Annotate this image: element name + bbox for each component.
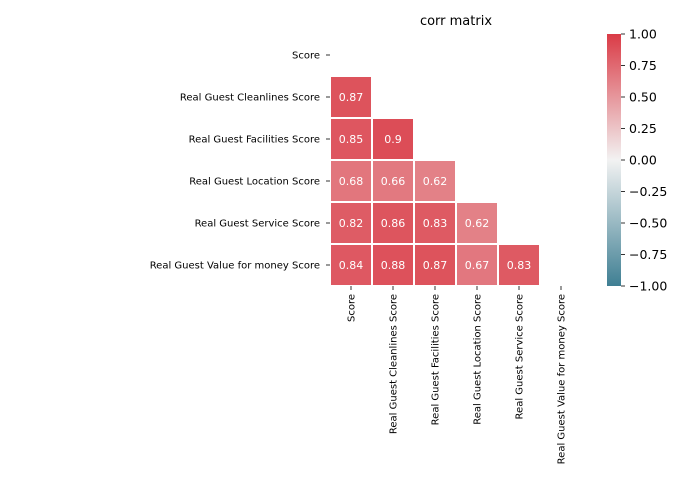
- cell-value-label: 0.67: [465, 259, 490, 272]
- x-tick-label: Real Guest Cleanlines Score: [389, 294, 400, 434]
- colorbar-tick-label: −1.00: [629, 279, 667, 294]
- x-tick-label: Score: [347, 294, 358, 322]
- heatmap-cell: [331, 161, 371, 201]
- y-tick-label: Real Guest Location Score: [189, 177, 320, 188]
- heatmap-cell: [331, 119, 371, 159]
- heatmap-cells: 0.87 0.85 0.9 0.68 0.66 0.62 0.82 0.86 0.83 0.62 0…: [331, 77, 539, 285]
- cell-value-label: 0.83: [507, 259, 532, 272]
- x-tick-label: Real Guest Facilities Score: [431, 294, 442, 425]
- chart-title: corr matrix: [420, 14, 492, 29]
- cell-value-label: 0.87: [339, 91, 364, 104]
- heatmap-cell: [373, 119, 413, 159]
- colorbar: 1.00 0.75 0.50 0.25 0.00 −0.25 −0.50 −0.75 −1.00: [607, 27, 667, 294]
- colorbar-ticks: 1.00 0.75 0.50 0.25 0.00 −0.25 −0.50 −0.75 −1.00: [621, 27, 667, 294]
- cell-value-label: 0.87: [423, 259, 448, 272]
- cell-value-label: 0.85: [339, 133, 364, 146]
- heatmap-cell: [415, 245, 455, 285]
- heatmap-cell: [331, 77, 371, 117]
- x-tick-label: Real Guest Value for money Score: [557, 294, 568, 464]
- y-tick-label: Real Guest Cleanlines Score: [180, 93, 320, 104]
- cell-value-label: 0.62: [465, 217, 490, 230]
- cell-value-label: 0.66: [381, 175, 406, 188]
- y-tick-label: Real Guest Facilities Score: [189, 135, 320, 146]
- y-tick-label: Real Guest Value for money Score: [150, 261, 320, 272]
- colorbar-gradient: [607, 34, 621, 286]
- cell-value-label: 0.68: [339, 175, 364, 188]
- heatmap-cell: [373, 203, 413, 243]
- cell-value-label: 0.62: [423, 175, 448, 188]
- heatmap-cell: [457, 203, 497, 243]
- cell-value-label: 0.83: [423, 217, 448, 230]
- x-tick-labels: Score Real Guest Cleanlines Score Real Gue…: [347, 286, 568, 464]
- colorbar-tick-label: 1.00: [629, 27, 657, 42]
- colorbar-tick-label: 0.50: [629, 90, 657, 105]
- cell-value-label: 0.86: [381, 217, 406, 230]
- y-tick-label: Real Guest Service Score: [195, 219, 320, 230]
- heatmap-cell: [331, 203, 371, 243]
- y-tick-label: Score: [292, 51, 320, 62]
- x-tick-label: Real Guest Service Score: [515, 294, 526, 419]
- heatmap-cell: [373, 161, 413, 201]
- heatmap-cell: [373, 245, 413, 285]
- x-tick-label: Real Guest Location Score: [473, 294, 484, 425]
- colorbar-tick-label: −0.50: [629, 216, 667, 231]
- heatmap-cell: [415, 161, 455, 201]
- heatmap-cell: [331, 245, 371, 285]
- y-tick-labels: Score Real Guest Cleanlines Score Real Gue…: [150, 51, 330, 272]
- cell-value-label: 0.84: [339, 259, 364, 272]
- colorbar-tick-label: −0.75: [629, 247, 667, 262]
- cell-value-label: 0.82: [339, 217, 364, 230]
- cell-value-label: 0.88: [381, 259, 406, 272]
- colorbar-tick-label: 0.25: [629, 121, 657, 136]
- colorbar-tick-label: 0.00: [629, 153, 657, 168]
- heatmap-cell: [499, 245, 539, 285]
- colorbar-tick-label: 0.75: [629, 58, 657, 73]
- heatmap-cell: [415, 203, 455, 243]
- cell-value-label: 0.9: [384, 133, 402, 146]
- colorbar-tick-label: −0.25: [629, 184, 667, 199]
- heatmap-cell: [457, 245, 497, 285]
